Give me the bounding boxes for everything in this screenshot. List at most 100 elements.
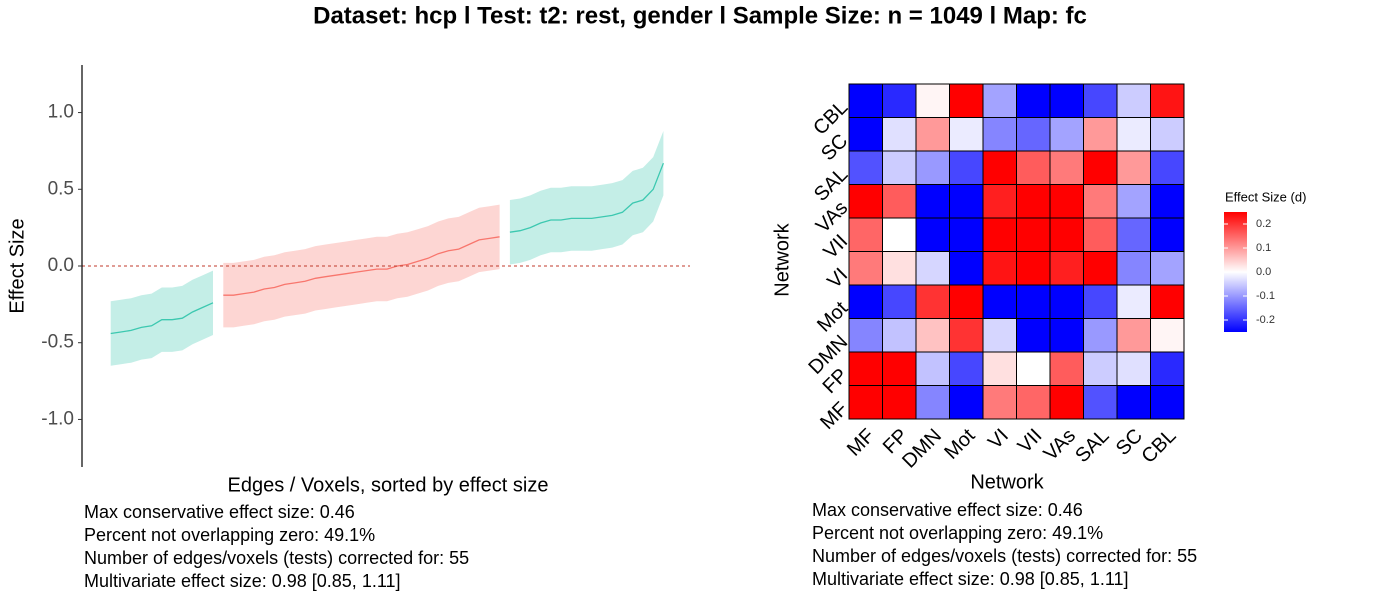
- y-tick-label: -0.5: [41, 332, 74, 353]
- heatmap-cell: [848, 217, 883, 252]
- x-tick-label: SAL: [1071, 425, 1113, 467]
- heatmap-cell: [1016, 150, 1051, 185]
- ribbon: [110, 270, 213, 366]
- heatmap-cell: [915, 83, 950, 118]
- heatmap-cell: [1150, 284, 1185, 319]
- heatmap-cell: [1049, 251, 1084, 286]
- heatmap-cell: [982, 284, 1017, 319]
- annotation: Multivariate effect size: 0.98 [0.85, 1.…: [84, 571, 401, 591]
- heatmap-cell: [915, 117, 950, 152]
- heatmap-cell: [1083, 385, 1118, 420]
- heatmap-cell: [1049, 184, 1084, 219]
- heatmap-cell: [1083, 217, 1118, 252]
- annotation: Percent not overlapping zero: 49.1%: [812, 523, 1103, 543]
- heatmap-cell: [848, 284, 883, 319]
- heatmap-cell: [1083, 150, 1118, 185]
- heatmap-cell: [1116, 217, 1151, 252]
- heatmap-cell: [1116, 184, 1151, 219]
- y-axis-label: Effect Size: [6, 218, 28, 313]
- heatmap-cell: [1016, 284, 1051, 319]
- heatmap-cell: [1150, 318, 1185, 353]
- heatmap-cell: [982, 184, 1017, 219]
- heatmap-cell: [1150, 385, 1185, 420]
- annotation: Number of edges/voxels (tests) corrected…: [84, 548, 469, 568]
- x-tick-label: DMN: [898, 425, 946, 473]
- heatmap-cell: [848, 385, 883, 420]
- heatmap-cell: [982, 251, 1017, 286]
- heatmap-cell: [882, 318, 917, 353]
- heatmap-cell: [1116, 385, 1151, 420]
- heatmap-cell: [1116, 318, 1151, 353]
- heatmap-cell: [915, 351, 950, 386]
- heatmap-cell: [949, 184, 984, 219]
- heatmap-cell: [1116, 351, 1151, 386]
- heatmap-cell: [1016, 251, 1051, 286]
- heatmap-cell: [1083, 251, 1118, 286]
- heatmap-cell: [882, 251, 917, 286]
- heatmap-cell: [882, 217, 917, 252]
- x-axis-label: Network: [970, 471, 1044, 493]
- line: [223, 236, 500, 296]
- annotation: Number of edges/voxels (tests) corrected…: [812, 546, 1197, 566]
- line: [509, 162, 665, 233]
- x-tick-label: VI: [984, 425, 1013, 454]
- annotation: Percent not overlapping zero: 49.1%: [84, 525, 375, 545]
- heatmap-cell: [949, 150, 984, 185]
- heatmap-cell: [1150, 351, 1185, 386]
- heatmap-cell: [882, 150, 917, 185]
- heatmap-cell: [915, 251, 950, 286]
- y-tick-label: SAL: [810, 163, 852, 205]
- annotation: Multivariate effect size: 0.98 [0.85, 1.…: [812, 569, 1129, 589]
- heatmap-cell: [949, 318, 984, 353]
- heatmap-cell: [982, 318, 1017, 353]
- y-tick-label: VI: [823, 264, 852, 293]
- heatmap-cell: [982, 217, 1017, 252]
- heatmap-cell: [848, 117, 883, 152]
- annotation: Max conservative effect size: 0.46: [812, 500, 1083, 520]
- heatmap-cell: [882, 351, 917, 386]
- y-tick-label: 0.0: [48, 255, 74, 276]
- heatmap-cell: [848, 150, 883, 185]
- heatmap-cell: [1016, 385, 1051, 420]
- heatmap-cell: [949, 217, 984, 252]
- colorbar-tick-label: 0.0: [1256, 266, 1271, 278]
- heatmap-cell: [1150, 83, 1185, 118]
- heatmap-cell: [1016, 117, 1051, 152]
- heatmap-cell: [949, 251, 984, 286]
- heatmap-cell: [1150, 217, 1185, 252]
- heatmap-cell: [848, 251, 883, 286]
- colorbar-tick-label: -0.1: [1256, 290, 1275, 302]
- heatmap-cell: [1016, 83, 1051, 118]
- heatmap-cell: [949, 117, 984, 152]
- heatmap-cell: [982, 83, 1017, 118]
- heatmap-cell: [949, 385, 984, 420]
- heatmap-cell: [882, 284, 917, 319]
- ribbon: [509, 131, 664, 265]
- x-axis-label: Edges / Voxels, sorted by effect size: [228, 474, 549, 496]
- heatmap-cell: [1116, 150, 1151, 185]
- heatmap-cell: [1083, 351, 1118, 386]
- x-tick-label: MF: [843, 425, 879, 461]
- heatmap-cell: [1116, 284, 1151, 319]
- heatmap-cell: [1016, 184, 1051, 219]
- heatmap-cell: [1150, 251, 1185, 286]
- line: [110, 302, 214, 335]
- y-tick-label: 0.5: [48, 178, 74, 199]
- heatmap-cell: [1049, 150, 1084, 185]
- heatmap-cell: [1016, 217, 1051, 252]
- y-tick-label: MF: [816, 398, 852, 434]
- heatmap-cell: [1049, 117, 1084, 152]
- heatmap-cell: [1049, 351, 1084, 386]
- x-tick-label: VAs: [1040, 425, 1080, 465]
- heatmap-cell: [1083, 83, 1118, 118]
- heatmap-cell: [949, 351, 984, 386]
- heatmap-cell: [1049, 318, 1084, 353]
- x-tick-label: Mot: [940, 424, 979, 463]
- colorbar: [1224, 212, 1247, 332]
- heatmap-cell: [982, 117, 1017, 152]
- heatmap-cell: [1150, 150, 1185, 185]
- heatmap-cell: [882, 117, 917, 152]
- heatmap-cell: [982, 351, 1017, 386]
- heatmap-cell: [1116, 251, 1151, 286]
- colorbar-tick-label: -0.2: [1256, 314, 1275, 326]
